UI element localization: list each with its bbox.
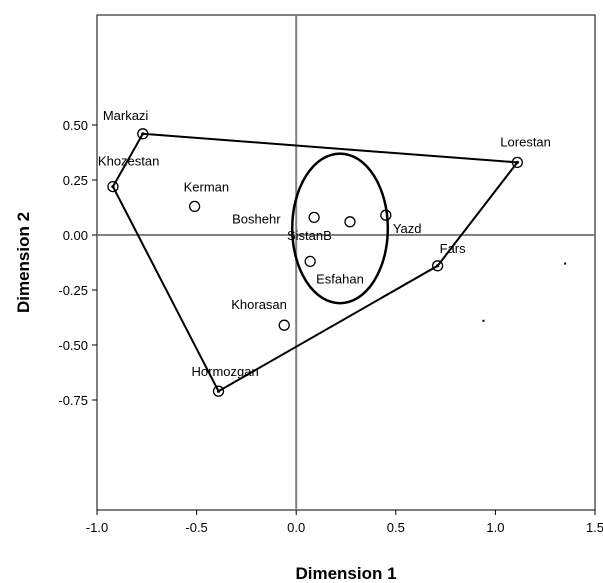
point-hormozgan-center [216, 389, 221, 393]
x-tick-label: -0.5 [185, 520, 207, 535]
point-labels: Markazi Khozestan Lorestan Fars Hormozgan Ker… [98, 108, 551, 379]
y-tick-label: -0.50 [58, 338, 88, 353]
point-khorasan [278, 319, 290, 331]
cluster-ellipse [290, 152, 390, 305]
point-fars [431, 260, 444, 272]
label-kerman: Kerman [184, 179, 230, 194]
hull-polygon [111, 132, 520, 393]
point-hormozgan [212, 385, 225, 397]
label-khorasan: Khorasan [231, 297, 287, 312]
label-hormozgan: Hormozgan [192, 364, 259, 379]
data-points [107, 128, 523, 397]
x-tick-label: -1.0 [86, 520, 108, 535]
y-tick-label: -0.25 [58, 283, 88, 298]
point-boshehr [308, 211, 320, 224]
point-esfahan [304, 255, 316, 268]
point-yazd [380, 209, 392, 221]
label-lorestan: Lorestan [500, 134, 551, 149]
cluster-ellipse-group [290, 152, 390, 305]
x-tick-label: 0.0 [287, 520, 305, 535]
reference-lines [97, 15, 595, 510]
plot-frame [96, 14, 596, 511]
x-tick-label: 1.0 [486, 520, 504, 535]
x-tick-label: 0.5 [387, 520, 405, 535]
stray-dots [482, 262, 567, 322]
stray-dot [564, 262, 567, 265]
y-axis-ticks: 0.50 0.25 0.00 -0.25 -0.50 -0.75 [58, 118, 97, 408]
label-sistanb: SistanB [287, 228, 332, 243]
point-sistanb [344, 216, 356, 228]
point-lorestan [511, 156, 523, 169]
point-markazi-center [141, 132, 145, 136]
label-khozestan: Khozestan [98, 154, 159, 169]
y-tick-label: -0.75 [58, 393, 88, 408]
point-khozestan [107, 180, 119, 193]
x-axis-title: Dimension 1 [295, 564, 396, 583]
label-yazd: Yazd [393, 221, 422, 236]
label-markazi: Markazi [103, 108, 149, 123]
point-lorestan-center [515, 160, 519, 164]
y-tick-label: 0.00 [63, 228, 88, 243]
x-axis-ticks: -1.0 -0.5 0.0 0.5 1.0 1.5 [86, 510, 603, 535]
y-tick-label: 0.25 [63, 173, 88, 188]
label-boshehr: Boshehr [232, 211, 281, 226]
label-esfahan: Esfahan [316, 271, 364, 286]
stray-dot [482, 319, 485, 322]
y-tick-label: 0.50 [63, 118, 88, 133]
point-khozestan-center [111, 185, 115, 189]
point-markazi [137, 128, 149, 140]
convex-hull [111, 132, 520, 393]
y-axis-title: Dimension 2 [14, 212, 33, 313]
point-kerman [188, 200, 201, 213]
point-fars-center [436, 264, 440, 268]
x-tick-label: 1.5 [586, 520, 603, 535]
label-fars: Fars [440, 241, 467, 256]
